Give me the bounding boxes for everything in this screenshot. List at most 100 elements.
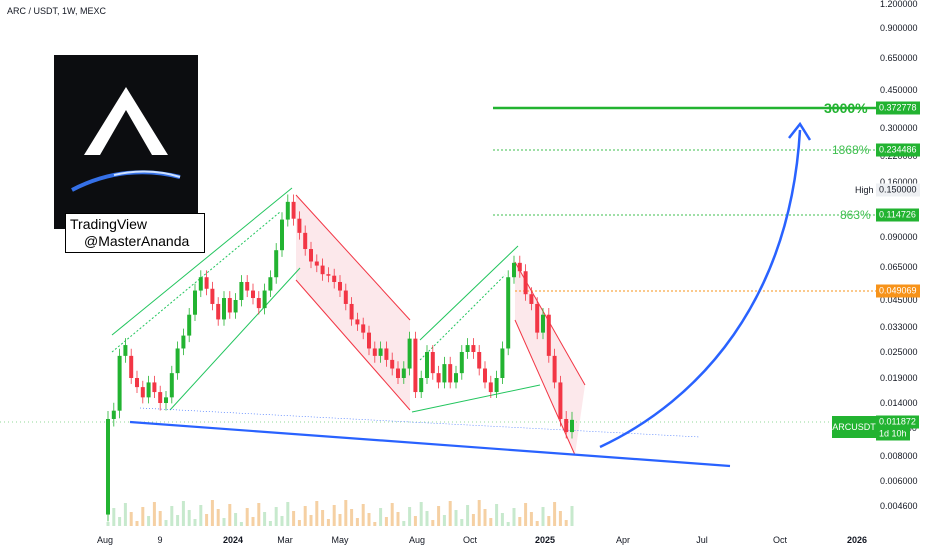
symbol-title: ARC / USDT, 1W, MEXC — [7, 6, 107, 16]
price-tag-current: 0.011872 — [876, 415, 919, 429]
volume-bar — [338, 514, 342, 526]
support-trendline — [129, 420, 731, 468]
candle-body — [164, 397, 168, 403]
price-tag-3000: 0.372778 — [876, 101, 920, 115]
candle-body — [396, 368, 400, 378]
volume-bar — [419, 502, 423, 526]
candle-body — [564, 418, 569, 433]
candle-body — [546, 314, 551, 356]
volume-bar — [379, 508, 383, 526]
candle-body — [378, 348, 383, 356]
candle-body — [361, 324, 366, 333]
candle-body — [500, 348, 505, 378]
down-channel-1-fill — [296, 195, 410, 410]
candle-body — [407, 338, 412, 369]
price-tick-label: 0.650000 — [880, 53, 918, 63]
volume-bar — [529, 512, 533, 526]
candle-body — [285, 201, 290, 220]
volume-bar — [437, 506, 441, 526]
volume-bar — [483, 509, 487, 526]
volume-bar — [216, 509, 220, 526]
candle-body — [338, 281, 342, 291]
price-tick-label: 0.033000 — [880, 322, 918, 332]
candle-body — [262, 290, 267, 309]
candle-body — [517, 262, 522, 272]
candle-body — [523, 271, 528, 295]
candle-body — [436, 373, 441, 383]
volume-bar — [181, 501, 185, 526]
volume-bar — [123, 503, 127, 526]
volume-bar — [448, 501, 452, 526]
time-tick-label: Aug — [96, 535, 114, 545]
volume-bar — [524, 503, 528, 526]
volume-bar — [193, 519, 197, 526]
volume-bar — [460, 519, 464, 526]
volume-bar — [147, 516, 151, 526]
volume-bar — [466, 505, 470, 526]
volume-bar — [396, 512, 400, 526]
volume-bar — [425, 511, 429, 526]
price-tick-label: 0.065000 — [880, 262, 918, 272]
price-tag-orange: 0.049069 — [876, 284, 920, 298]
volume-bar — [512, 508, 516, 526]
volume-bar — [187, 510, 191, 526]
volume-bar — [199, 505, 203, 526]
price-chart[interactable] — [0, 0, 876, 530]
volume-bar — [315, 501, 319, 526]
candle-body — [512, 262, 516, 278]
candle-body — [233, 300, 238, 313]
candle-body — [413, 338, 418, 393]
candle-body — [280, 219, 284, 251]
up-channel-2-top — [419, 245, 519, 341]
volume-bar — [297, 520, 301, 526]
price-tick-label: 0.006000 — [880, 476, 918, 486]
candle-body — [216, 303, 221, 320]
candle-body — [558, 382, 563, 419]
candle-body — [367, 332, 371, 349]
target-1868-pct: 1868% — [832, 143, 870, 157]
candle-body — [465, 345, 470, 352]
volume-bar — [547, 516, 551, 526]
candle-body — [401, 368, 406, 378]
candle-body — [483, 368, 487, 383]
volume-bar — [384, 517, 388, 526]
candle-body — [129, 355, 134, 378]
volume-bar — [152, 502, 156, 526]
time-tick-label: Oct — [772, 535, 788, 545]
volume-bar — [292, 511, 296, 526]
time-axis[interactable]: Aug 9 2024 Mar May Aug Oct 2025 Apr Jul Oct 2026 — [0, 530, 876, 550]
candle-body — [314, 261, 319, 266]
volume-bar — [506, 522, 510, 526]
peak-logo-icon — [71, 87, 181, 192]
price-tick-label: 0.004600 — [880, 501, 918, 511]
candle-body — [187, 314, 192, 336]
down-channel-1-bottom — [295, 279, 411, 411]
up-channel-bottom — [169, 267, 301, 411]
volume-bar — [135, 521, 139, 526]
volume-bar — [495, 504, 499, 526]
price-axis[interactable]: 1.200000 0.900000 0.650000 0.450000 0.300000… — [876, 0, 932, 550]
up-channel-top — [111, 187, 293, 336]
candle-body — [268, 277, 273, 291]
volume-bar — [390, 503, 394, 526]
time-tick-label: May — [331, 535, 349, 545]
candle-body — [430, 352, 435, 374]
support-dotted-line — [139, 407, 701, 438]
time-tick-label: 2026 — [846, 535, 868, 545]
price-tick-label: 0.300000 — [880, 123, 918, 133]
candle-body — [425, 352, 429, 378]
price-tag-863: 0.114726 — [876, 208, 919, 222]
volume-bar — [176, 515, 180, 526]
price-tag-1868: 0.234486 — [876, 143, 920, 157]
price-tick-label: 0.900000 — [880, 23, 918, 33]
price-tick-label: 0.025000 — [880, 347, 918, 357]
down-channel-1-top — [295, 194, 411, 321]
price-tick-label: 0.045000 — [880, 295, 918, 305]
candle-body — [169, 373, 174, 398]
volume-bar — [355, 518, 359, 526]
candle-body — [326, 274, 331, 276]
volume-bar — [350, 509, 354, 526]
volume-bar — [158, 511, 162, 526]
candle-body — [454, 373, 458, 383]
candle-body — [175, 348, 180, 374]
